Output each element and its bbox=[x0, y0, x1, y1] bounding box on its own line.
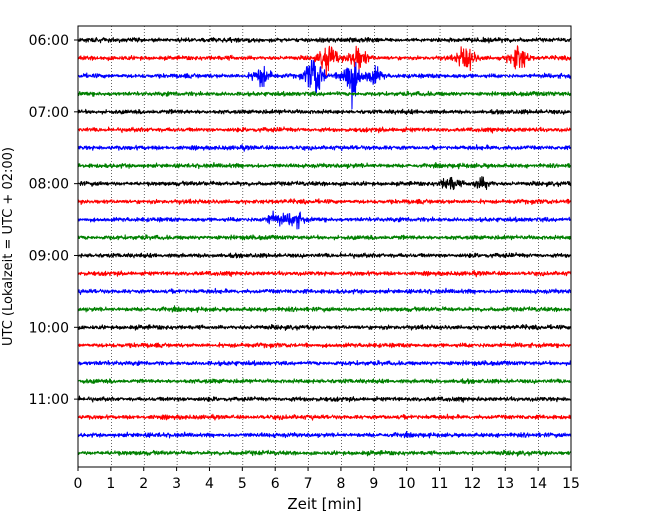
trace-1130 bbox=[77, 430, 572, 439]
trace-0715 bbox=[77, 126, 572, 134]
x-tick-label: 7 bbox=[304, 476, 313, 492]
trace-0700 bbox=[77, 108, 572, 115]
x-tick-label: 11 bbox=[431, 476, 449, 492]
trace-1045 bbox=[77, 378, 572, 385]
trace-1015 bbox=[77, 341, 572, 349]
x-tick-label: 14 bbox=[529, 476, 547, 492]
x-tick-label: 1 bbox=[106, 476, 115, 492]
plot-frame bbox=[77, 25, 572, 468]
x-tick-label: 9 bbox=[369, 476, 378, 492]
x-axis-label: Zeit [min] bbox=[287, 495, 361, 513]
trace-1030 bbox=[77, 359, 572, 367]
trace-0930 bbox=[77, 287, 572, 295]
y-axis-label: UTC (Lokalzeit = UTC + 02:00) bbox=[1, 147, 16, 346]
trace-0845 bbox=[77, 234, 572, 241]
x-tick-label: 5 bbox=[238, 476, 247, 492]
trace-0945 bbox=[77, 305, 572, 313]
trace-1000 bbox=[77, 324, 572, 331]
y-tick-label: 11:00 bbox=[29, 392, 69, 408]
trace-1115 bbox=[77, 413, 572, 421]
trace-0800 bbox=[77, 176, 572, 191]
trace-0615 bbox=[77, 45, 572, 78]
y-tick-label: 07:00 bbox=[29, 105, 69, 121]
y-tick-label: 06:00 bbox=[29, 33, 69, 49]
y-tick-label: 10:00 bbox=[29, 320, 69, 336]
y-tick-label: 08:00 bbox=[29, 177, 69, 193]
trace-group bbox=[77, 36, 572, 457]
x-tick-label: 3 bbox=[172, 476, 181, 492]
x-tick-label: 15 bbox=[562, 476, 580, 492]
x-tick-label: 12 bbox=[463, 476, 481, 492]
trace-0730 bbox=[77, 144, 572, 152]
trace-0830 bbox=[77, 210, 572, 230]
trace-0915 bbox=[77, 269, 572, 278]
trace-0900 bbox=[77, 252, 572, 259]
y-tick-label: 09:00 bbox=[29, 248, 69, 264]
trace-0745 bbox=[77, 161, 572, 170]
trace-0600 bbox=[77, 36, 572, 44]
x-axis-ticks: 0 1 2 3 4 5 6 7 8 9 10 11 12 13 14 15 bbox=[74, 467, 580, 492]
x-tick-label: 13 bbox=[496, 476, 514, 492]
trace-0645 bbox=[77, 90, 572, 97]
x-tick-label: 8 bbox=[336, 476, 345, 492]
x-tick-label: 4 bbox=[205, 476, 214, 492]
x-tick-label: 0 bbox=[74, 476, 83, 492]
x-tick-label: 2 bbox=[139, 476, 148, 492]
trace-1100 bbox=[77, 395, 572, 403]
x-tick-label: 10 bbox=[398, 476, 416, 492]
x-tick-label: 6 bbox=[271, 476, 280, 492]
trace-0630 bbox=[77, 59, 572, 110]
trace-1145 bbox=[77, 449, 572, 457]
trace-0815 bbox=[77, 198, 572, 206]
y-axis-ticks: 06:00 07:00 08:00 09:00 10:00 11:00 bbox=[29, 33, 78, 408]
